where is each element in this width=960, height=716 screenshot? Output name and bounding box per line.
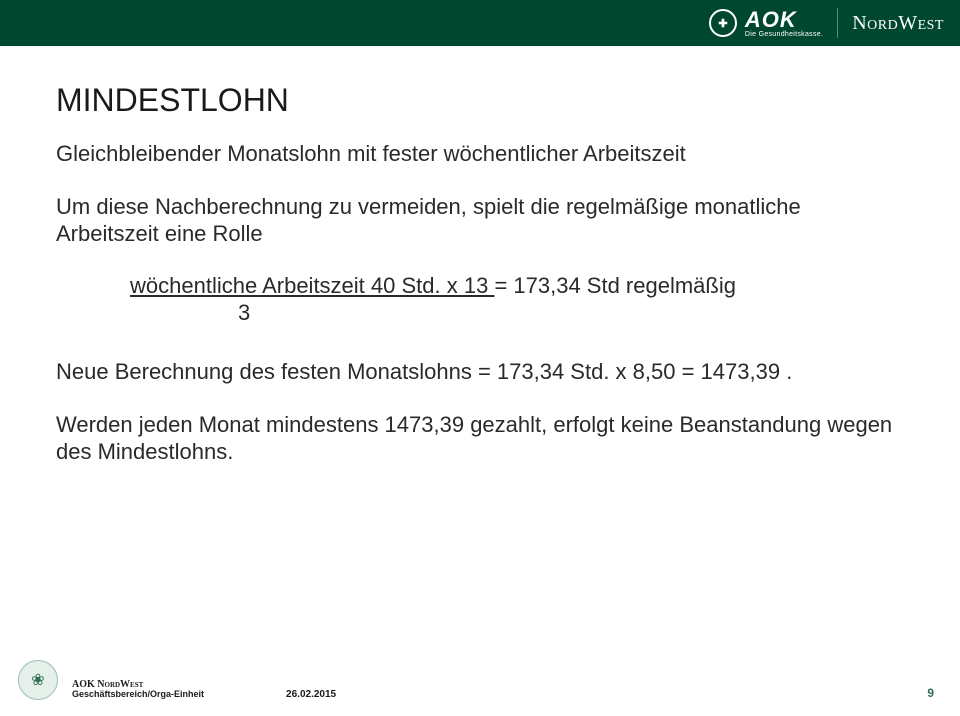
formula: wöchentliche Arbeitszeit 40 Std. x 13 = … xyxy=(130,273,904,327)
footer: ❀ AOK NordWest Geschäftsbereich/Orga-Ein… xyxy=(0,652,960,700)
footer-seal-icon: ❀ xyxy=(18,660,58,700)
formula-line-1: wöchentliche Arbeitszeit 40 Std. x 13 = … xyxy=(130,273,904,300)
subtitle: Gleichbleibender Monatslohn mit fester w… xyxy=(56,141,904,168)
formula-divisor: 3 xyxy=(238,300,904,327)
footer-unit: Geschäftsbereich/Orga-Einheit xyxy=(72,690,204,700)
formula-result: = 173,34 Std regelmäßig xyxy=(494,273,736,298)
header-region-text: NordWest xyxy=(852,12,944,34)
header-region: NordWest xyxy=(852,12,944,35)
aok-tagline: Die Gesundheitskasse. xyxy=(745,31,823,38)
aok-logo-glyph: ✚ xyxy=(718,17,727,30)
aok-logo-icon: ✚ xyxy=(709,9,737,37)
header-bar: ✚ AOK Die Gesundheitskasse. NordWest xyxy=(0,0,960,46)
footer-text-block: AOK NordWest Geschäftsbereich/Orga-Einhe… xyxy=(72,679,204,700)
content-area: MINDESTLOHN Gleichbleibender Monatslohn … xyxy=(56,82,904,492)
header-divider xyxy=(837,8,838,38)
page-number: 9 xyxy=(927,686,934,700)
aok-logo: ✚ AOK Die Gesundheitskasse. xyxy=(709,9,823,38)
slide: ✚ AOK Die Gesundheitskasse. NordWest MIN… xyxy=(0,0,960,716)
formula-numerator: wöchentliche Arbeitszeit 40 Std. x 13 xyxy=(130,273,494,298)
page-title: MINDESTLOHN xyxy=(56,82,904,119)
aok-brand: AOK xyxy=(745,9,823,31)
footer-date: 26.02.2015 xyxy=(286,689,336,700)
footer-seal-glyph: ❀ xyxy=(31,670,44,690)
aok-logo-text: AOK Die Gesundheitskasse. xyxy=(745,9,823,38)
paragraph-1: Um diese Nachberechnung zu vermeiden, sp… xyxy=(56,194,904,248)
paragraph-3: Werden jeden Monat mindestens 1473,39 ge… xyxy=(56,412,904,466)
paragraph-2: Neue Berechnung des festen Monatslohns =… xyxy=(56,359,904,386)
